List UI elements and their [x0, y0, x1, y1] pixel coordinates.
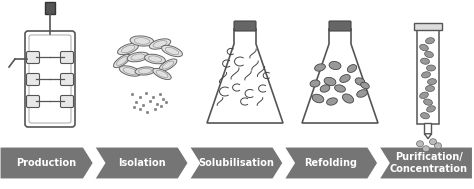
Ellipse shape — [429, 139, 437, 145]
Ellipse shape — [422, 146, 429, 152]
FancyBboxPatch shape — [61, 74, 73, 85]
Polygon shape — [0, 147, 93, 179]
Text: Refolding: Refolding — [305, 158, 357, 168]
Ellipse shape — [347, 65, 356, 72]
Ellipse shape — [130, 36, 154, 46]
Ellipse shape — [335, 85, 346, 92]
Ellipse shape — [162, 45, 182, 57]
Ellipse shape — [312, 94, 324, 103]
Ellipse shape — [424, 99, 432, 105]
Ellipse shape — [427, 65, 436, 71]
Polygon shape — [207, 29, 283, 123]
FancyBboxPatch shape — [27, 51, 39, 64]
Text: Production: Production — [17, 158, 77, 168]
Ellipse shape — [419, 92, 428, 98]
Polygon shape — [190, 147, 283, 179]
Ellipse shape — [420, 113, 429, 119]
Ellipse shape — [361, 82, 369, 89]
Ellipse shape — [420, 58, 429, 64]
Ellipse shape — [435, 143, 441, 149]
Ellipse shape — [421, 72, 430, 78]
FancyBboxPatch shape — [27, 74, 39, 85]
FancyBboxPatch shape — [61, 95, 73, 108]
Ellipse shape — [149, 39, 171, 49]
Ellipse shape — [119, 66, 141, 76]
FancyBboxPatch shape — [27, 95, 39, 108]
Ellipse shape — [113, 54, 130, 68]
Ellipse shape — [327, 98, 337, 105]
FancyBboxPatch shape — [25, 31, 75, 127]
Ellipse shape — [426, 38, 435, 44]
Ellipse shape — [425, 51, 433, 57]
Ellipse shape — [324, 77, 336, 86]
Polygon shape — [425, 134, 431, 139]
Polygon shape — [379, 147, 473, 179]
Ellipse shape — [428, 79, 437, 85]
Polygon shape — [302, 29, 378, 123]
Ellipse shape — [357, 90, 367, 97]
Bar — [417, 29, 439, 124]
Polygon shape — [95, 147, 188, 179]
FancyBboxPatch shape — [234, 21, 256, 31]
Text: Solubilisation: Solubilisation — [198, 158, 274, 168]
Ellipse shape — [315, 64, 325, 71]
FancyBboxPatch shape — [61, 51, 73, 64]
Ellipse shape — [329, 61, 341, 70]
Polygon shape — [284, 147, 378, 179]
Ellipse shape — [127, 52, 149, 62]
Bar — [45, 2, 55, 14]
Ellipse shape — [426, 85, 435, 91]
Ellipse shape — [145, 54, 165, 64]
Ellipse shape — [135, 67, 155, 75]
Ellipse shape — [118, 43, 138, 55]
Text: Purification/
Concentration: Purification/ Concentration — [390, 152, 468, 174]
Ellipse shape — [320, 85, 330, 92]
Ellipse shape — [417, 141, 423, 147]
Ellipse shape — [159, 59, 177, 71]
Ellipse shape — [310, 80, 320, 87]
Bar — [414, 23, 442, 30]
Ellipse shape — [340, 75, 350, 82]
Ellipse shape — [419, 44, 428, 51]
Text: Isolation: Isolation — [118, 158, 165, 168]
Ellipse shape — [153, 68, 171, 80]
FancyBboxPatch shape — [329, 21, 351, 31]
Bar — [425, 123, 431, 134]
Ellipse shape — [342, 94, 354, 103]
Ellipse shape — [427, 106, 436, 112]
Ellipse shape — [355, 78, 365, 85]
